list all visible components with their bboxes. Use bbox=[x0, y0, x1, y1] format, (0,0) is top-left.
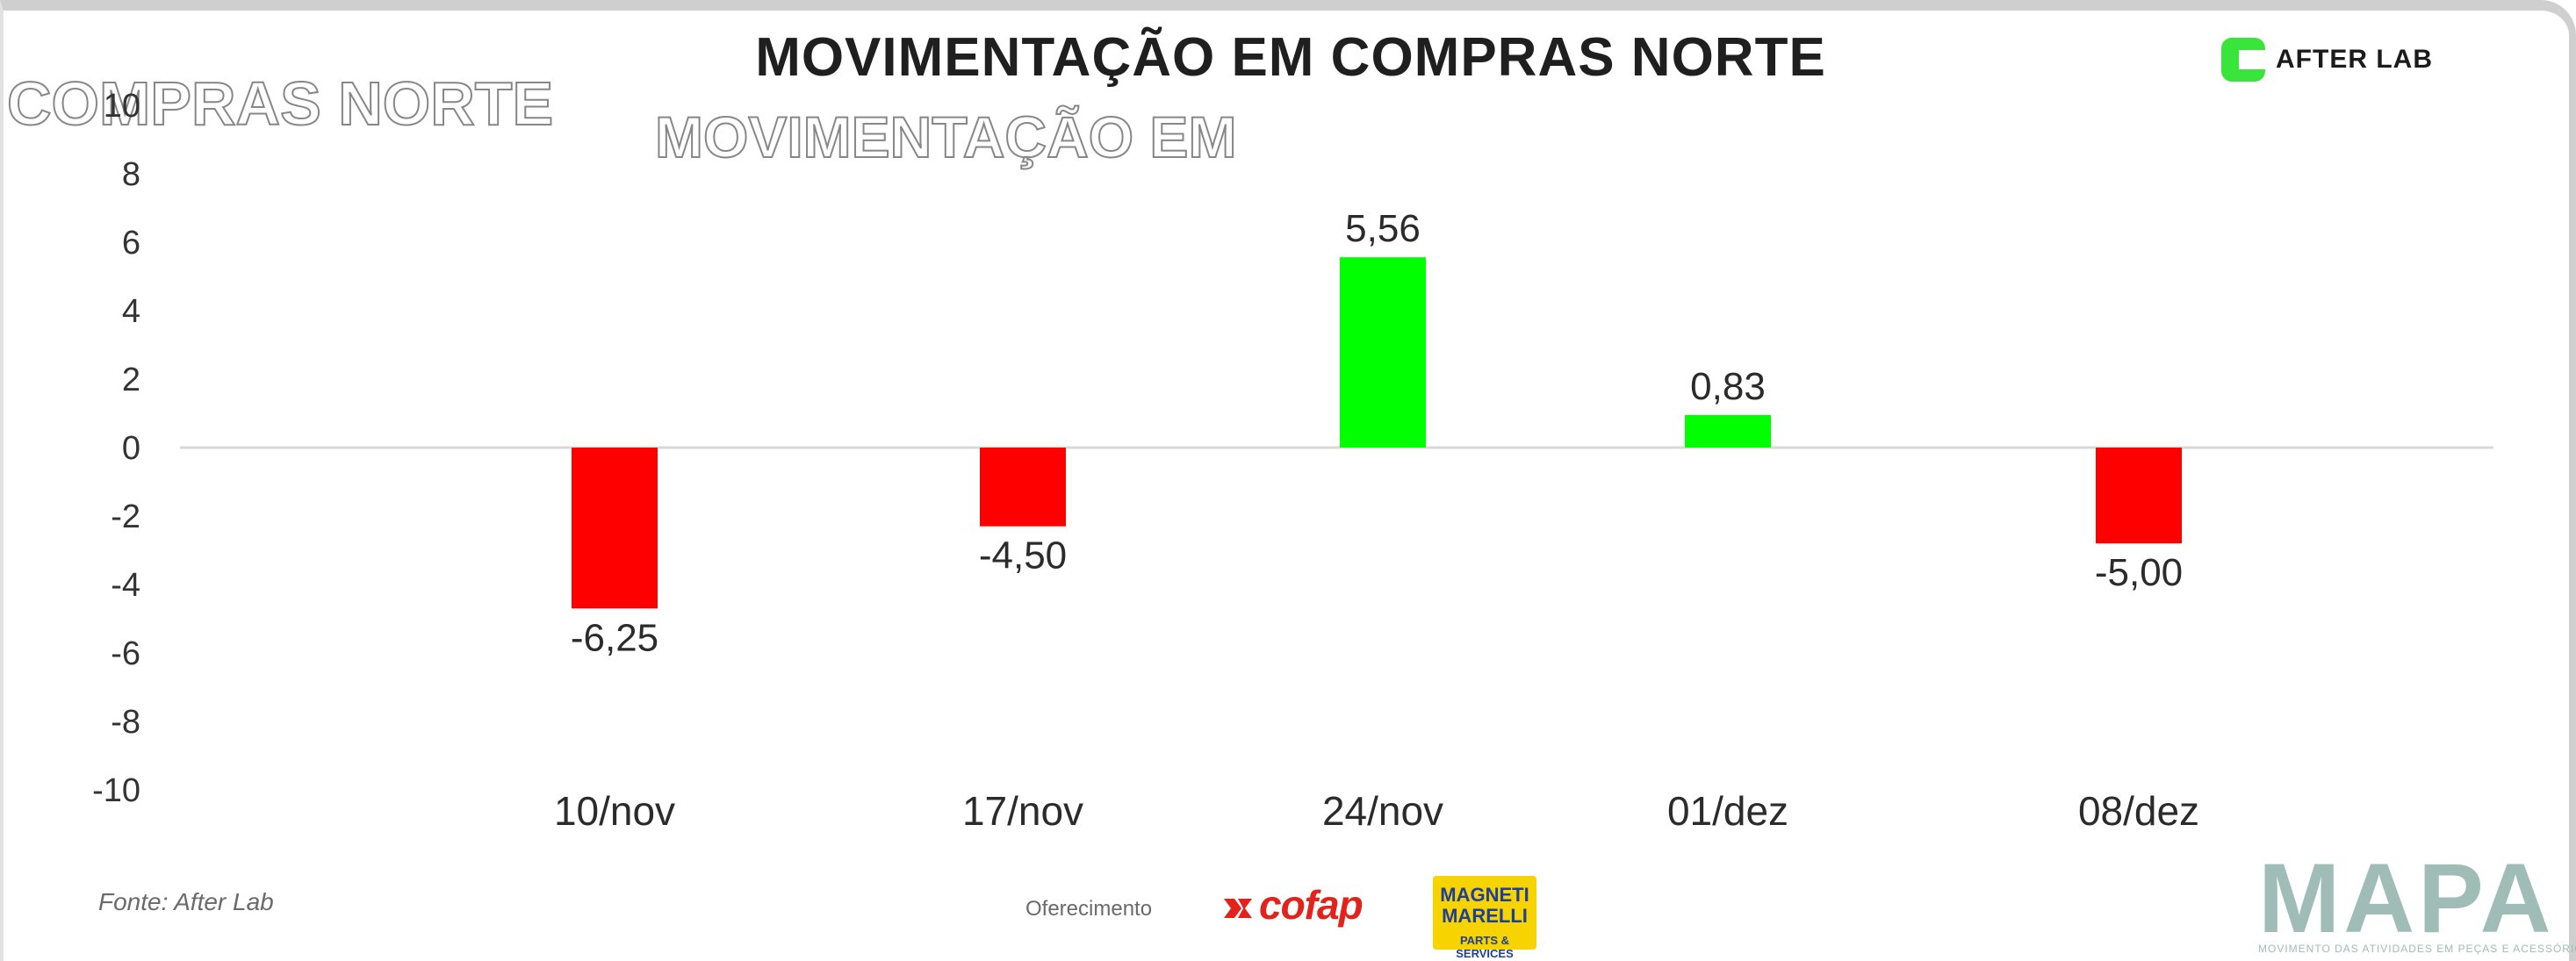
after-lab-logo-icon bbox=[2221, 38, 2265, 82]
x-tick-label: 24/nov bbox=[1322, 788, 1443, 834]
y-tick-label: 10 bbox=[104, 88, 140, 125]
y-axis: 10 8 6 4 2 0 -2 -4 -6 -8 -10 bbox=[92, 88, 140, 809]
y-tick-label: 6 bbox=[122, 225, 140, 262]
x-tick-label: 08/dez bbox=[2078, 788, 2199, 834]
magneti-marelli-wordmark: MAGNETI MARELLI bbox=[1440, 884, 1529, 927]
brand-name: AFTER LAB bbox=[2276, 45, 2433, 74]
x-axis: 10/nov 17/nov 24/nov 01/dez 08/dez bbox=[554, 788, 2199, 834]
data-label: -5,00 bbox=[2095, 551, 2183, 594]
magneti-marelli-logo: MAGNETI MARELLI PARTS & SERVICES bbox=[1433, 876, 1536, 960]
data-label: -6,25 bbox=[571, 616, 658, 659]
bar-08-dez bbox=[2096, 448, 2182, 544]
mapa-subtitle: MOVIMENTO DAS ATIVIDADES EM PEÇAS E ACES… bbox=[2258, 943, 2576, 955]
sponsor-label: Oferecimento bbox=[1025, 897, 1153, 921]
cofap-x-icon bbox=[1224, 898, 1252, 918]
y-tick-label: 4 bbox=[122, 293, 140, 330]
y-tick-label: 2 bbox=[122, 362, 140, 398]
x-tick-label: 17/nov bbox=[962, 788, 1083, 834]
x-tick-label: 01/dez bbox=[1667, 788, 1788, 834]
bar-24-nov bbox=[1340, 257, 1426, 448]
bars bbox=[572, 257, 2182, 609]
bar-17-nov bbox=[980, 448, 1066, 527]
y-tick-label: -10 bbox=[92, 772, 140, 809]
ghost-title-middle: MOVIMENTAÇÃO EM bbox=[654, 104, 1237, 170]
data-label: -4,50 bbox=[979, 534, 1067, 577]
ghost-title-left: COMPRAS NORTE bbox=[6, 68, 554, 139]
x-tick-label: 10/nov bbox=[554, 788, 675, 834]
chart-title: MOVIMENTAÇÃO EM COMPRAS NORTE bbox=[755, 27, 1826, 88]
bar-10-nov bbox=[572, 448, 658, 609]
y-tick-label: -2 bbox=[111, 498, 140, 535]
y-tick-label: -6 bbox=[111, 635, 140, 672]
cofap-wordmark: cofap bbox=[1259, 882, 1364, 928]
source-note: Fonte: After Lab bbox=[98, 888, 274, 915]
cofap-logo: cofap bbox=[1222, 881, 1364, 929]
y-tick-label: 0 bbox=[122, 430, 140, 467]
mapa-logo: MAPA bbox=[2258, 843, 2555, 953]
y-tick-label: 8 bbox=[122, 156, 140, 193]
data-labels: -6,25 -4,50 5,56 0,83 -5,00 bbox=[571, 207, 2183, 659]
y-tick-label: -8 bbox=[111, 704, 140, 741]
magneti-marelli-subtitle: PARTS & SERVICES bbox=[1456, 934, 1514, 960]
brand-logo: AFTER LAB bbox=[2221, 33, 2433, 86]
data-label: 5,56 bbox=[1345, 207, 1421, 250]
data-label: 0,83 bbox=[1690, 365, 1766, 408]
bar-01-dez bbox=[1685, 414, 1771, 448]
y-tick-label: -4 bbox=[111, 567, 140, 604]
bar-chart: 10 8 6 4 2 0 -2 -4 -6 -8 -10 -6,25 -4,50 5,56 0,83 -5,… bbox=[92, 88, 2493, 834]
